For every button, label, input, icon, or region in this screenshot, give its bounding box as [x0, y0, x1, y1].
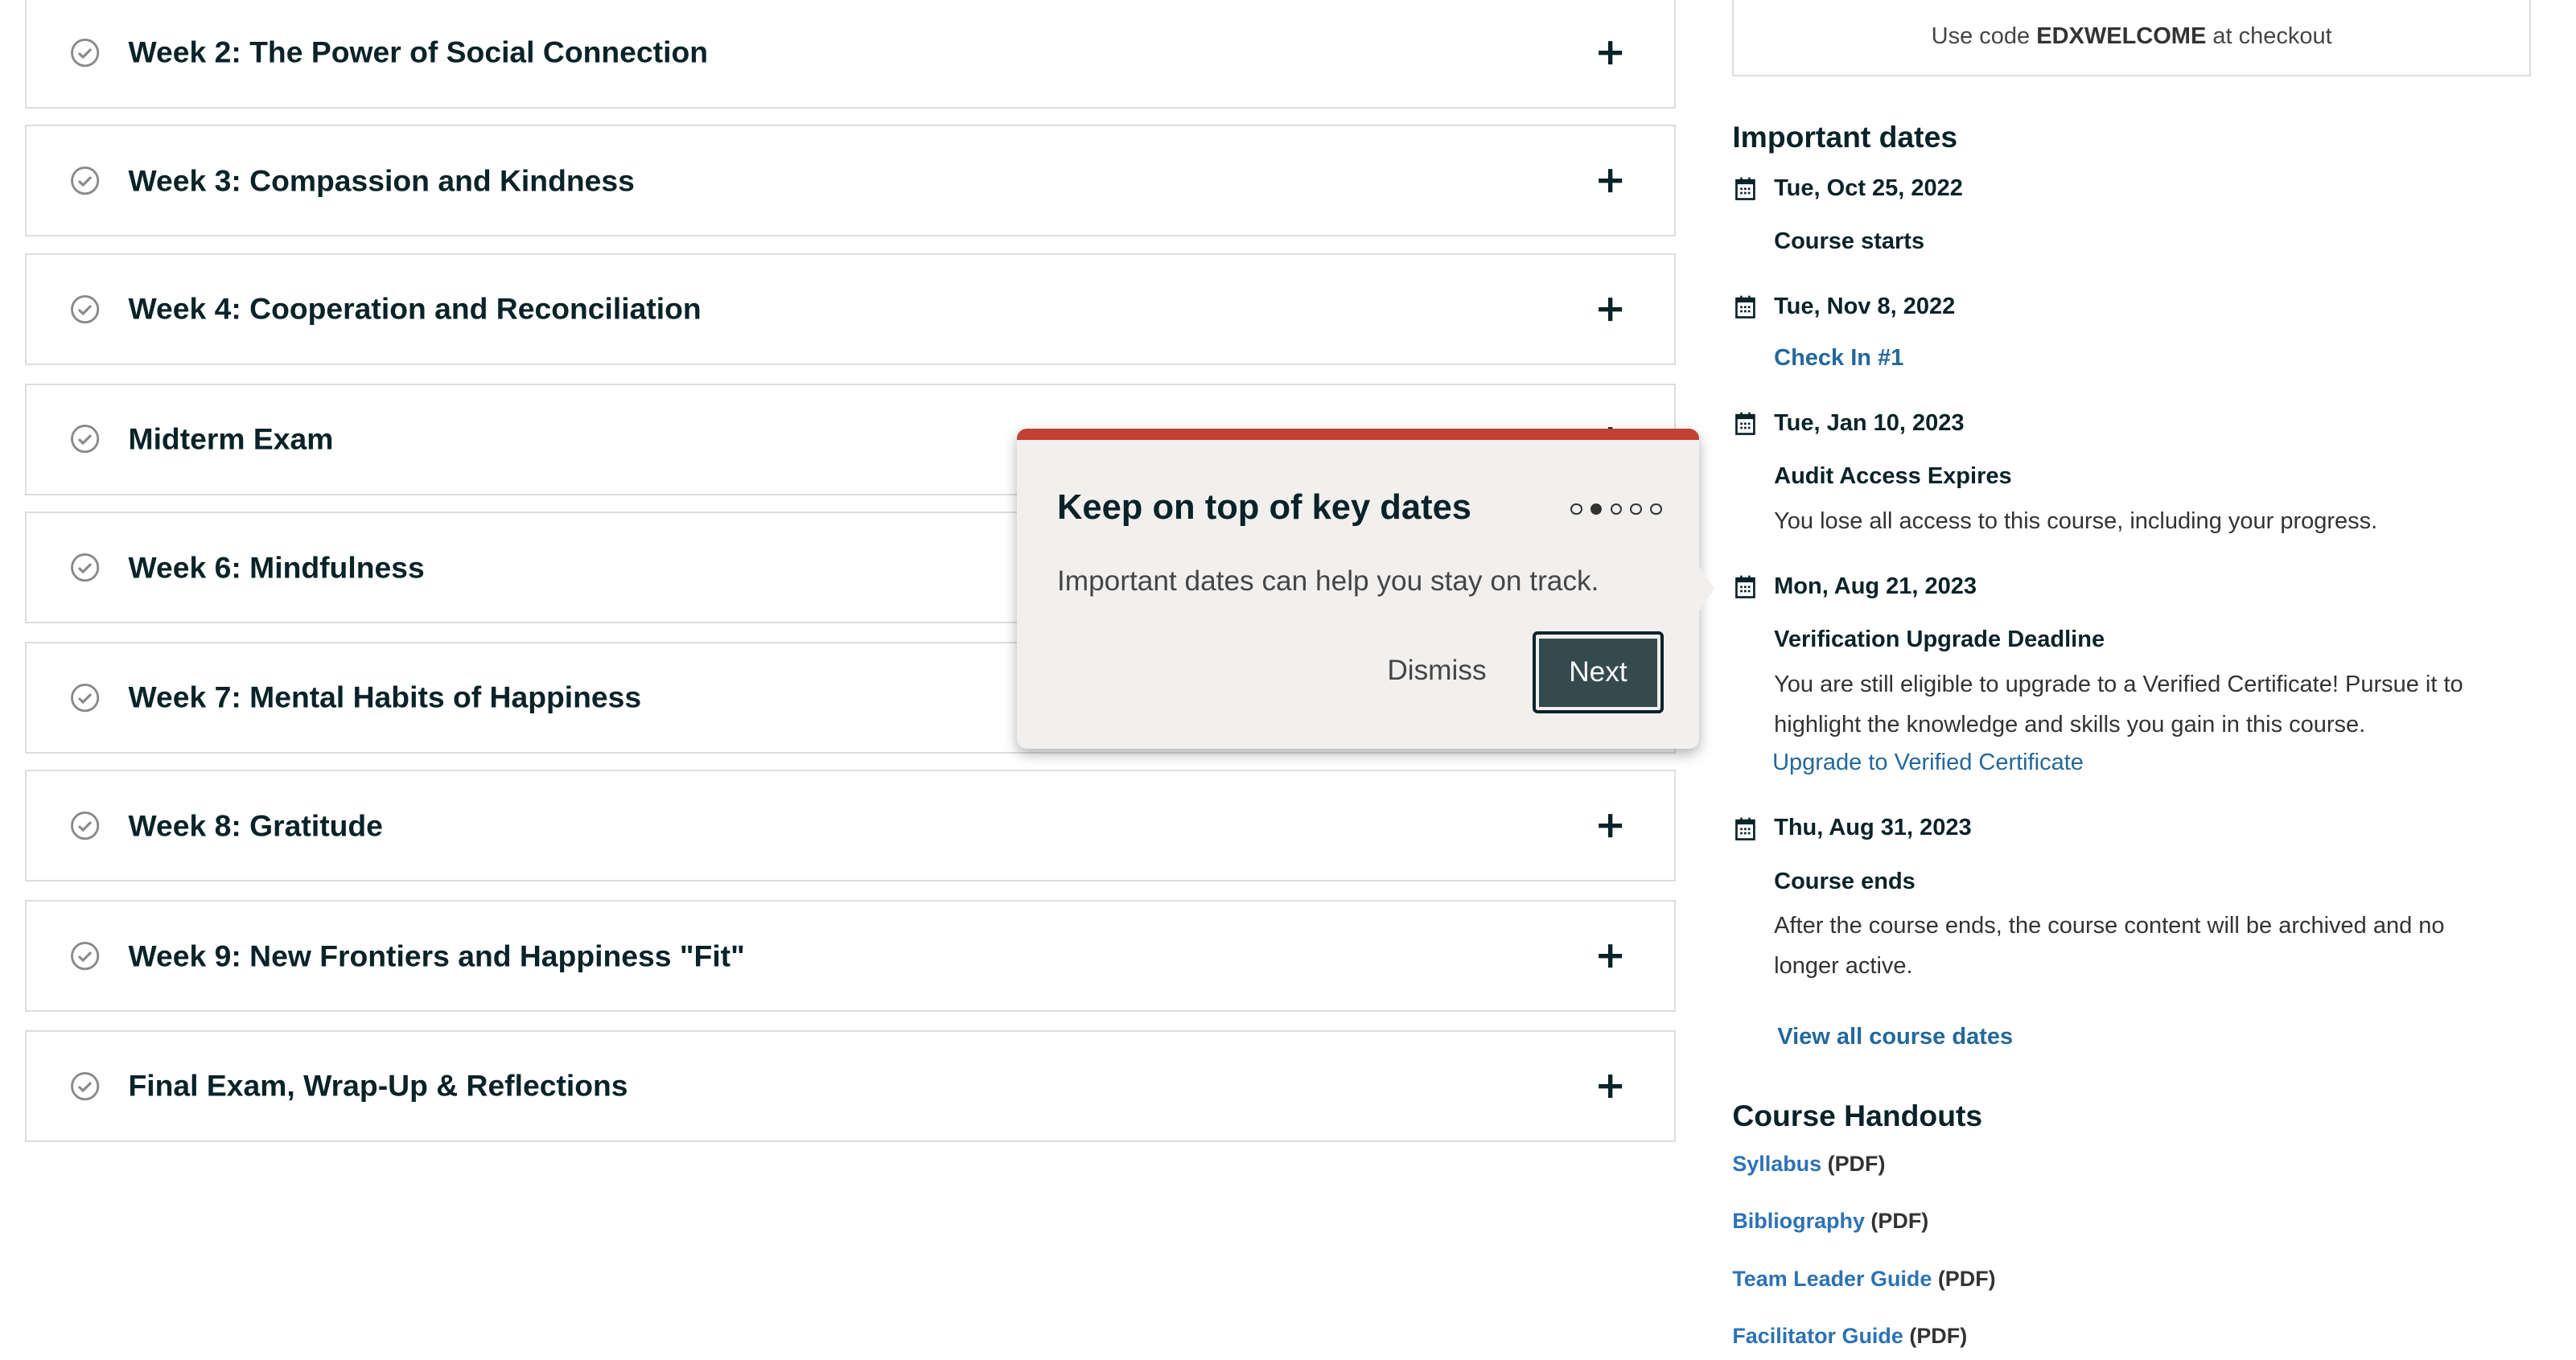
- calendar-icon: [1735, 295, 1756, 318]
- plus-icon[interactable]: [1595, 294, 1625, 324]
- section-title: Week 9: New Frontiers and Happiness "Fit…: [128, 939, 745, 973]
- check-circle-icon: [70, 166, 100, 195]
- upgrade-link[interactable]: Upgrade to Verified Certificate: [1772, 750, 2084, 776]
- section-row[interactable]: Week 9: New Frontiers and Happiness "Fit…: [25, 900, 1676, 1012]
- promo-text-suffix: at checkout: [2206, 23, 2332, 49]
- handout-link[interactable]: Syllabus: [1732, 1152, 1822, 1177]
- calendar-icon: [1735, 177, 1756, 200]
- date-title: Audit Access Expires: [1774, 463, 2012, 490]
- step-dot: [1570, 503, 1582, 516]
- plus-icon[interactable]: [1595, 941, 1625, 971]
- handouts-heading: Course Handouts: [1732, 1098, 1983, 1132]
- date-description: You are still eligible to upgrade to a V…: [1774, 671, 2463, 697]
- section-title: Week 6: Mindfulness: [128, 550, 425, 585]
- plus-icon[interactable]: [1595, 811, 1625, 840]
- promo-text: Use code: [1931, 23, 2037, 49]
- step-indicator: [1570, 503, 1662, 516]
- handout-link[interactable]: Facilitator Guide: [1732, 1323, 1903, 1348]
- check-in-link[interactable]: Check In #1: [1774, 345, 1904, 371]
- handout-item: Bibliography (PDF): [1732, 1208, 1929, 1233]
- section-title: Week 8: Gratitude: [128, 808, 383, 843]
- check-circle-icon: [70, 294, 100, 324]
- next-button[interactable]: Next: [1532, 631, 1665, 714]
- view-all-dates-link[interactable]: View all course dates: [1777, 1023, 2014, 1050]
- handout-item: Team Leader Guide (PDF): [1732, 1267, 1996, 1292]
- promo-code: EDXWELCOME: [2036, 23, 2207, 49]
- check-circle-icon: [70, 683, 100, 712]
- date-title: Course starts: [1774, 228, 1925, 254]
- check-circle-icon: [70, 425, 100, 454]
- date-description: You lose all access to this course, incl…: [1774, 507, 2378, 534]
- handout-link[interactable]: Team Leader Guide: [1732, 1267, 1932, 1292]
- section-title: Final Exam, Wrap-Up & Reflections: [128, 1068, 628, 1103]
- handout-item: Syllabus (PDF): [1732, 1152, 1886, 1177]
- calendar-icon: [1735, 817, 1756, 840]
- promo-banner: Use code EDXWELCOME at checkout: [1732, 0, 2532, 77]
- section-row[interactable]: Week 8: Gratitude: [25, 770, 1676, 882]
- handout-link[interactable]: Bibliography: [1732, 1208, 1865, 1233]
- popover-body: Important dates can help you stay on tra…: [1056, 565, 1599, 597]
- step-dot: [1650, 503, 1662, 516]
- step-dot: [1590, 503, 1603, 516]
- section-row[interactable]: Week 3: Compassion and Kindness: [25, 125, 1676, 237]
- popover-accent-bar: [1017, 428, 1699, 441]
- check-circle-icon: [70, 941, 100, 971]
- section-title: Midterm Exam: [128, 421, 334, 456]
- date-description: longer active.: [1774, 953, 1913, 980]
- date-title: Verification Upgrade Deadline: [1774, 627, 2105, 653]
- step-dot: [1630, 503, 1642, 516]
- section-title: Week 7: Mental Habits of Happiness: [128, 680, 642, 714]
- section-row[interactable]: Week 2: The Power of Social Connection: [25, 0, 1676, 109]
- section-title: Week 2: The Power of Social Connection: [128, 35, 709, 69]
- calendar-icon: [1735, 412, 1756, 435]
- calendar-icon: [1735, 575, 1756, 598]
- check-circle-icon: [70, 811, 100, 840]
- plus-icon[interactable]: [1595, 1071, 1625, 1101]
- plus-icon[interactable]: [1595, 38, 1625, 68]
- date-description: highlight the knowledge and skills you g…: [1774, 711, 2366, 738]
- popover-title: Keep on top of key dates: [1056, 488, 1471, 528]
- next-button-label: Next: [1538, 638, 1658, 707]
- section-title: Week 4: Cooperation and Reconciliation: [128, 291, 702, 326]
- plus-icon[interactable]: [1595, 166, 1625, 195]
- step-dot: [1610, 503, 1623, 516]
- tour-popover: Keep on top of key dates Important dates…: [1017, 428, 1714, 749]
- handout-item: Facilitator Guide (PDF): [1732, 1323, 1968, 1348]
- popover-arrow: [1697, 565, 1714, 612]
- check-circle-icon: [70, 553, 100, 582]
- check-circle-icon: [70, 1071, 100, 1100]
- dismiss-button[interactable]: Dismiss: [1387, 655, 1487, 687]
- section-row[interactable]: Week 4: Cooperation and Reconciliation: [25, 253, 1676, 365]
- check-circle-icon: [70, 38, 100, 67]
- section-row[interactable]: Final Exam, Wrap-Up & Reflections: [25, 1029, 1676, 1142]
- date-title: Course ends: [1774, 868, 1916, 894]
- section-title: Week 3: Compassion and Kindness: [128, 163, 635, 198]
- date-description: After the course ends, the course conten…: [1774, 913, 2445, 939]
- important-dates-heading: Important dates: [1732, 120, 1958, 154]
